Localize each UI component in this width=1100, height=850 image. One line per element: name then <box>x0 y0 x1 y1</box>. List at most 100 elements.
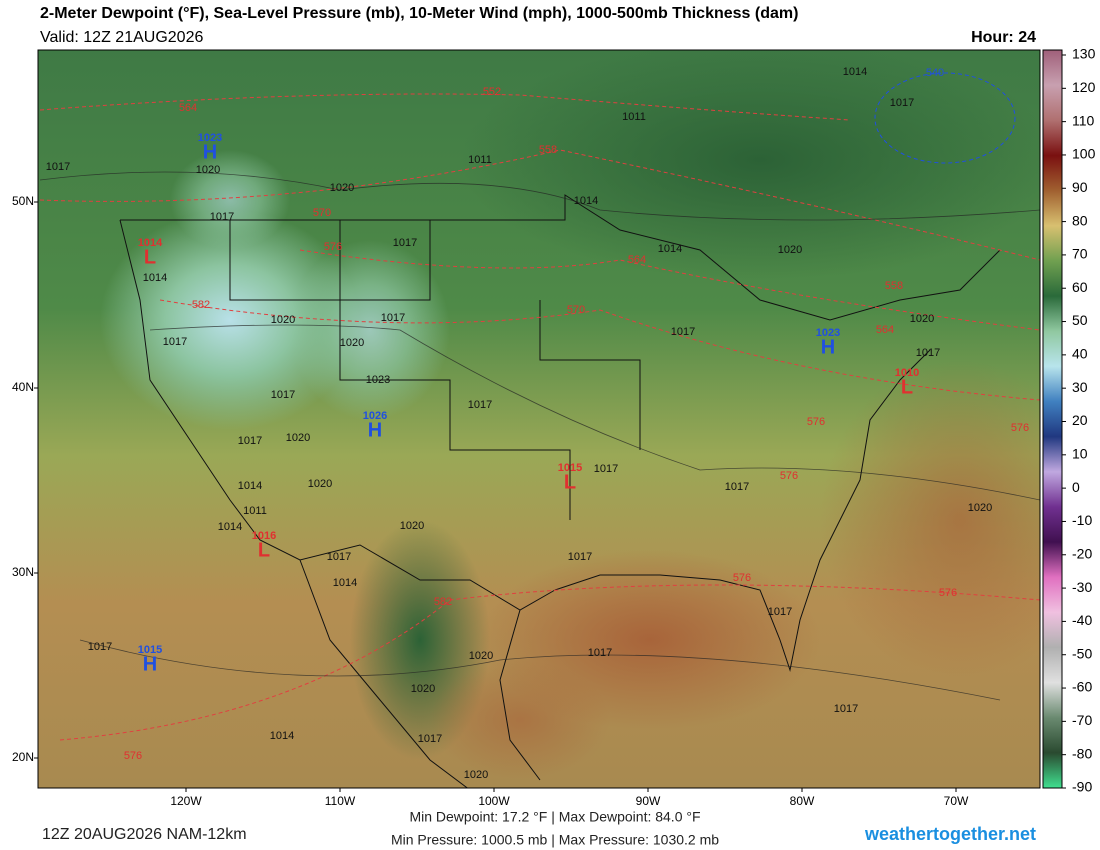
thickness-label: 564 <box>179 102 197 114</box>
colorbar-label: 80 <box>1072 212 1088 228</box>
isobar-label: 1014 <box>218 521 242 533</box>
colorbar-label: -50 <box>1072 645 1092 661</box>
colorbar-label: 60 <box>1072 279 1088 295</box>
isobar-label: 1014 <box>658 243 682 255</box>
isobar-label: 1020 <box>968 502 992 514</box>
thickness-label: 564 <box>876 324 894 336</box>
colorbar-label: 90 <box>1072 179 1088 195</box>
map-area <box>38 50 1040 788</box>
isobar-label: 1017 <box>210 211 234 223</box>
colorbar-label: 0 <box>1072 479 1080 495</box>
isobar-label: 1017 <box>834 703 858 715</box>
colorbar-label: 120 <box>1072 79 1096 95</box>
pressure-center-value: 1026 <box>363 410 387 422</box>
pressure-center-value: 1010 <box>895 367 919 379</box>
colorbar-label: -20 <box>1072 545 1092 561</box>
longitude-label: 110W <box>325 794 356 808</box>
isobar-label: 1017 <box>418 733 442 745</box>
thickness-label: 576 <box>733 572 751 584</box>
isobar-label: 1017 <box>588 647 612 659</box>
isobars <box>39 171 1040 701</box>
isobar-label: 1017 <box>327 551 351 563</box>
isobar-label: 1014 <box>333 577 357 589</box>
thickness-label: 582 <box>192 299 210 311</box>
pressure-center-value: 1016 <box>252 530 276 542</box>
longitude-label: 70W <box>944 794 969 808</box>
isobar-label: 1020 <box>340 337 364 349</box>
isobar-label: 1020 <box>330 182 354 194</box>
colorbar-label: 100 <box>1072 146 1096 162</box>
isobar-label: 1020 <box>469 650 493 662</box>
pressure-center-letter: H <box>143 653 157 675</box>
colorbar-label: 110 <box>1072 112 1095 128</box>
isobar-label: 1020 <box>271 314 295 326</box>
colorbar: 1301201101009080706050403020100-10-20-30… <box>1042 46 1096 795</box>
colorbar-label: -70 <box>1072 712 1092 728</box>
longitude-label: 80W <box>790 794 815 808</box>
longitude-label: 100W <box>478 794 510 808</box>
valid-time: Valid: 12Z 21AUG2026 <box>40 29 203 46</box>
title: 2-Meter Dewpoint (°F), Sea-Level Pressur… <box>40 5 798 22</box>
pressure-center-letter: H <box>821 336 835 358</box>
pressure-center-letter: L <box>258 539 270 561</box>
pressure-center-value: 1023 <box>816 327 840 339</box>
thickness-label: 576 <box>324 241 342 253</box>
thickness-label: 576 <box>939 587 957 599</box>
thickness-label: 558 <box>539 144 557 156</box>
colorbar-label: 70 <box>1072 246 1088 262</box>
latitude-label: 30N <box>12 565 34 579</box>
isobar-label: 1017 <box>890 97 914 109</box>
isobar-label: 1017 <box>393 237 417 249</box>
pressure-center-value: 1015 <box>558 462 582 474</box>
isobar-label: 1020 <box>411 683 435 695</box>
colorbar-label: -80 <box>1072 745 1092 761</box>
isobar-label: 1014 <box>270 730 294 742</box>
isobar-label: 1020 <box>464 769 488 781</box>
pressure-center-letter: H <box>203 141 217 163</box>
thickness-label: 582 <box>434 596 452 608</box>
colorbar-label: 30 <box>1072 379 1088 395</box>
isobar-label: 1011 <box>468 154 492 166</box>
isobar-label: 1017 <box>88 641 112 653</box>
pressure-range: Min Pressure: 1000.5 mb | Max Pressure: … <box>391 832 719 848</box>
dewpoint-range: Min Dewpoint: 17.2 °F | Max Dewpoint: 84… <box>409 809 700 825</box>
isobar-label: 1020 <box>196 164 220 176</box>
thickness-label: 570 <box>313 207 331 219</box>
isobar-label: 1014 <box>843 66 867 78</box>
isobar-label: 1017 <box>271 389 295 401</box>
colorbar-label: -40 <box>1072 612 1092 628</box>
isobar-label: 1020 <box>778 244 802 256</box>
model-run: 12Z 20AUG2026 NAM-12km <box>42 826 247 843</box>
isobar-label: 1017 <box>381 312 405 324</box>
isobar-label: 1017 <box>594 463 618 475</box>
isobar-label: 1011 <box>622 111 646 123</box>
isobar-label: 1020 <box>308 478 332 490</box>
pressure-center-letter: L <box>144 246 156 268</box>
colorbar-label: 40 <box>1072 346 1088 362</box>
colorbar-label: 50 <box>1072 312 1088 328</box>
colorbar-label: -90 <box>1072 779 1092 795</box>
latitude-label: 50N <box>12 194 34 208</box>
isobar-label: 1023 <box>366 374 390 386</box>
isobar-label: 1011 <box>243 505 267 517</box>
thickness-label: 540 <box>926 67 944 79</box>
isobar-label: 1020 <box>910 313 934 325</box>
pressure-center-value: 1015 <box>138 644 162 656</box>
longitude-label: 120W <box>170 794 202 808</box>
pressure-center-letter: L <box>564 471 576 493</box>
pressure-center-value: 1014 <box>138 237 163 249</box>
thickness-label: 564 <box>628 254 646 266</box>
isobar-label: 1017 <box>671 326 695 338</box>
thickness-label: 558 <box>885 280 903 292</box>
thickness-label: 576 <box>780 470 798 482</box>
isobar-label: 1017 <box>768 606 792 618</box>
colorbar-scale <box>1042 49 1063 789</box>
isobar-label: 1014 <box>143 272 167 284</box>
borders <box>119 194 1001 788</box>
isobar-label: 1017 <box>46 161 70 173</box>
isobar-label: 1020 <box>286 432 310 444</box>
isobar-label: 1017 <box>468 399 492 411</box>
thickness-contours <box>39 93 1040 741</box>
pressure-center-letter: H <box>368 419 382 441</box>
